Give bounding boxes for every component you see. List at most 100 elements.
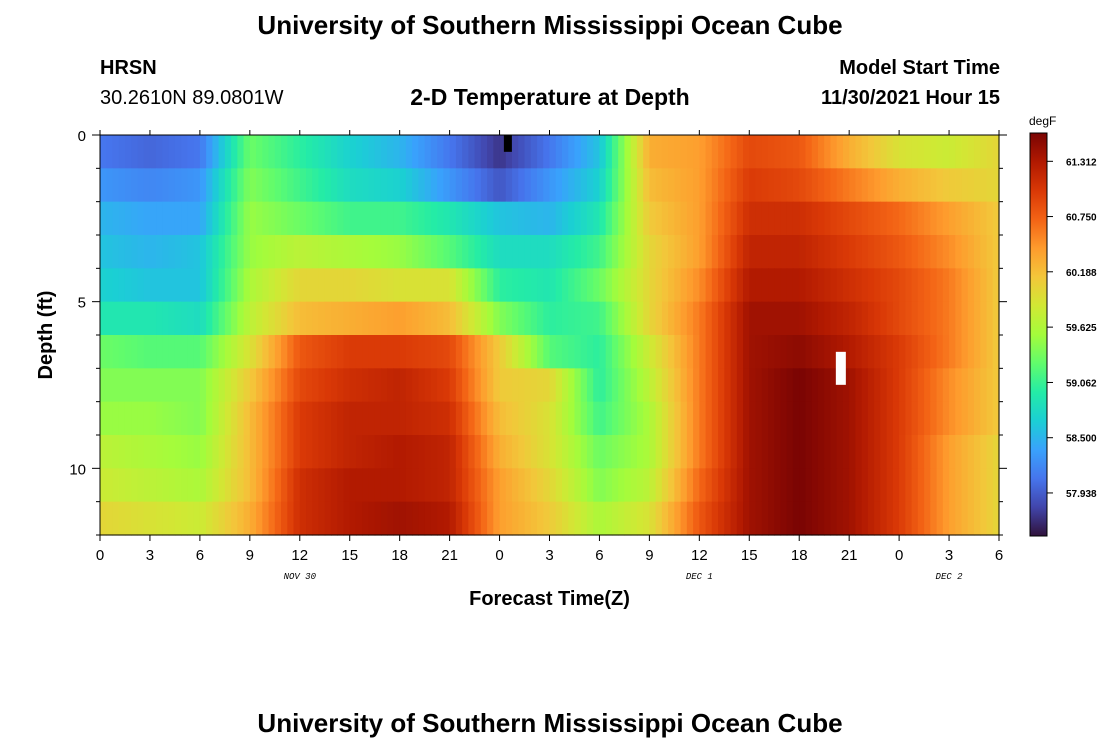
heatmap-cell [605, 168, 613, 203]
heatmap-cell [212, 335, 220, 369]
heatmap-cell [980, 401, 988, 436]
heatmap-cell [605, 268, 613, 303]
heatmap-cell [892, 368, 900, 403]
heatmap-cell [374, 368, 382, 403]
heatmap-cell [786, 235, 794, 269]
heatmap-cell [867, 435, 875, 469]
heatmap-cell [318, 401, 326, 436]
heatmap-cell [699, 501, 707, 536]
heatmap-cell [256, 235, 263, 269]
heatmap-cell [799, 135, 807, 169]
heatmap-cell [324, 368, 332, 403]
heatmap-cell [424, 335, 432, 369]
heatmap-cell [636, 368, 644, 403]
heatmap-cell [212, 301, 220, 336]
heatmap-cell [131, 368, 139, 403]
heatmap-cell [599, 468, 607, 503]
heatmap-cell [992, 168, 1000, 203]
heatmap-cell [986, 401, 994, 436]
heatmap-cell [967, 268, 975, 303]
heatmap-cell [980, 168, 988, 203]
heatmap-cell [524, 235, 532, 269]
heatmap-cell [730, 501, 738, 536]
heatmap-cell [805, 301, 813, 336]
heatmap-cell [580, 335, 588, 369]
heatmap-cell [886, 201, 894, 236]
heatmap-cell [624, 135, 632, 169]
heatmap-cell [393, 268, 401, 303]
heatmap-cell [593, 435, 601, 469]
heatmap-cell [830, 401, 838, 436]
heatmap-cell [418, 435, 426, 469]
heatmap-cell [430, 135, 438, 169]
heatmap-cell [880, 401, 888, 436]
heatmap-cell [243, 168, 251, 203]
heatmap-cell [674, 501, 682, 536]
heatmap-cell [430, 235, 438, 269]
heatmap-cell [886, 135, 894, 169]
heatmap-cell [256, 335, 263, 369]
heatmap-cell [799, 268, 807, 303]
heatmap-cell [718, 201, 725, 236]
heatmap-cell [418, 135, 426, 169]
heatmap-cell [530, 468, 538, 503]
heatmap-cell [711, 168, 719, 203]
heatmap-cell [799, 401, 807, 436]
heatmap-cell [605, 335, 613, 369]
heatmap-cell [243, 468, 251, 503]
heatmap-cell [886, 301, 894, 336]
heatmap-cell [330, 435, 338, 469]
heatmap-cell [599, 501, 607, 536]
heatmap-cell [100, 201, 107, 236]
heatmap-cell [224, 301, 232, 336]
heatmap-cell [405, 435, 413, 469]
heatmap-cell [212, 235, 220, 269]
heatmap-cell [299, 368, 307, 403]
heatmap-cell [986, 301, 994, 336]
heatmap-cell [393, 235, 401, 269]
heatmap-cell [306, 201, 313, 236]
heatmap-cell [842, 135, 850, 169]
heatmap-cell [293, 201, 301, 236]
heatmap-cell [805, 501, 813, 536]
heatmap-cell [605, 235, 613, 269]
heatmap-cell [212, 468, 220, 503]
heatmap-cell [318, 501, 326, 536]
heatmap-cell [636, 468, 644, 503]
heatmap-cell [343, 268, 351, 303]
heatmap-cell [961, 135, 969, 169]
x-tick-label: 9 [246, 547, 254, 564]
heatmap-cell [399, 501, 407, 536]
heatmap-cell [942, 468, 950, 503]
heatmap-cell [218, 435, 226, 469]
x-axis-label: Forecast Time(Z) [469, 588, 630, 610]
heatmap-cell [805, 268, 813, 303]
heatmap-cell [156, 501, 164, 536]
heatmap-cell [574, 168, 582, 203]
heatmap-cell [324, 201, 332, 236]
heatmap-cell [736, 401, 744, 436]
heatmap-cell [755, 268, 763, 303]
heatmap-cell [949, 135, 956, 169]
heatmap-cell [568, 135, 576, 169]
heatmap-cell [137, 368, 145, 403]
heatmap-cell [861, 435, 869, 469]
heatmap-cell [405, 201, 413, 236]
heatmap-cell [474, 401, 482, 436]
heatmap-cell [949, 501, 956, 536]
heatmap-cell [149, 301, 157, 336]
heatmap-cell [886, 268, 894, 303]
heatmap-cell [768, 335, 775, 369]
heatmap-cell [412, 301, 419, 336]
heatmap-cell [231, 468, 238, 503]
x-tick-label: 18 [391, 547, 408, 564]
heatmap-cell [936, 201, 944, 236]
heatmap-cell [443, 168, 451, 203]
heatmap-cell [455, 135, 463, 169]
heatmap-cell [874, 435, 881, 469]
heatmap-cell [430, 335, 438, 369]
heatmap-cell [574, 201, 582, 236]
heatmap-cell [474, 168, 482, 203]
heatmap-cell [231, 401, 238, 436]
